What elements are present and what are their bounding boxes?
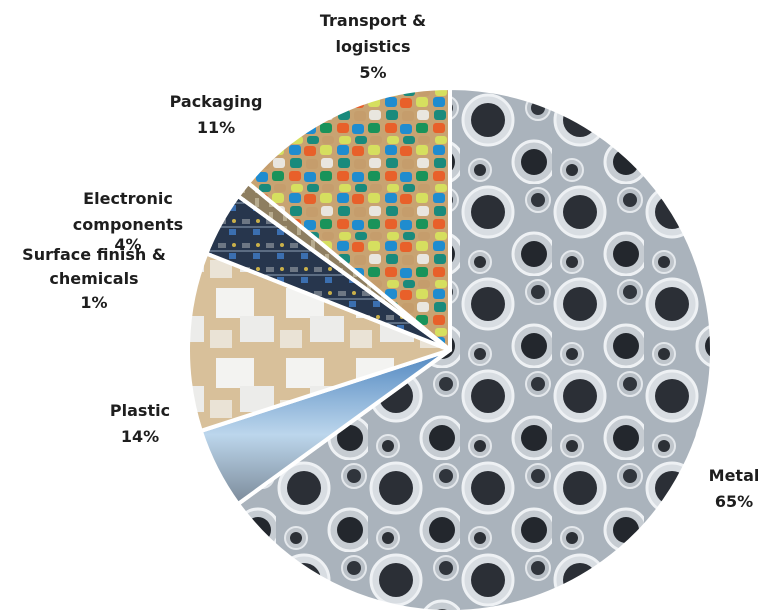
slice-label-electronic-value: 4% (114, 235, 141, 254)
slice-label-metal-value: 65% (715, 492, 753, 511)
slice-label-transport-value: 5% (359, 63, 386, 82)
slice-label-electronic-name-1: Electronic (83, 189, 173, 208)
pie-slice-metal (236, 86, 714, 614)
slice-label-transport-name-2: logistics (335, 37, 410, 56)
slice-label-surface-name-1: Surface finish & (22, 245, 166, 264)
slice-label-electronic-name-2: components (73, 215, 183, 234)
slice-label-surface-name-2: chemicals (49, 269, 138, 288)
pie-slices (186, 86, 714, 614)
slice-label-packaging-name: Packaging (170, 92, 263, 111)
slice-label-plastic-value: 14% (121, 427, 159, 446)
pie-slice-plastic (246, 86, 452, 352)
slice-label-transport-name-1: Transport & (320, 11, 426, 30)
slice-label-plastic-name: Plastic (110, 401, 170, 420)
slice-label-packaging-value: 11% (197, 118, 235, 137)
slice-label-surface-value: 1% (80, 293, 107, 312)
slice-label-metal-name: Metal (709, 466, 760, 485)
pie-slice-packaging (186, 251, 452, 433)
